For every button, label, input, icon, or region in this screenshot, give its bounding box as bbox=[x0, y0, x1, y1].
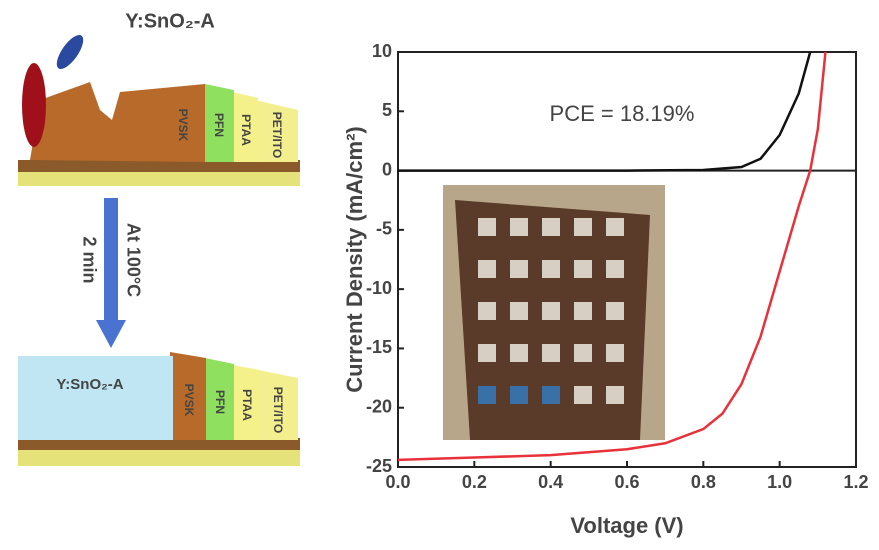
inset-cell bbox=[606, 344, 624, 362]
arrow-head bbox=[96, 320, 126, 348]
inset-cell bbox=[606, 386, 624, 404]
layer-label: PET/ITO bbox=[270, 112, 284, 158]
layer-label: PET/ITO bbox=[271, 387, 285, 433]
y-tick-label: 5 bbox=[382, 100, 392, 120]
x-tick-label: 1.2 bbox=[843, 472, 868, 492]
bottom-label: Y:SnO₂-A bbox=[56, 376, 123, 393]
layer-label: PTAA bbox=[239, 114, 253, 146]
nozzle bbox=[52, 31, 88, 73]
inset-cell bbox=[542, 260, 560, 278]
y-axis-label: Current Density (mA/cm²) bbox=[342, 126, 367, 392]
inset-cell bbox=[478, 344, 496, 362]
inset-cell bbox=[510, 344, 528, 362]
substrate bbox=[18, 170, 300, 186]
inset-cell bbox=[478, 218, 496, 236]
inset-cell bbox=[606, 302, 624, 320]
x-tick-label: 0.6 bbox=[614, 472, 639, 492]
x-tick-label: 0.2 bbox=[462, 472, 487, 492]
inset-cell bbox=[574, 344, 592, 362]
figure: Y:SnO₂-A PVSK PFN PTAA PET/ITO At 100°C … bbox=[0, 0, 879, 545]
inset-cell bbox=[478, 260, 496, 278]
layer-label: PVSK bbox=[182, 384, 196, 417]
y-tick-label: 0 bbox=[382, 159, 392, 179]
top-label: Y:SnO₂-A bbox=[125, 10, 215, 32]
inset-cell bbox=[510, 302, 528, 320]
y-tick-label: -15 bbox=[366, 337, 392, 357]
roller bbox=[22, 63, 46, 147]
inset-cell bbox=[510, 218, 528, 236]
arrow-shaft bbox=[104, 198, 118, 323]
x-tick-label: 0.4 bbox=[538, 472, 563, 492]
y-tick-label: 10 bbox=[372, 41, 392, 61]
x-axis-label: Voltage (V) bbox=[570, 513, 683, 538]
inset-cell bbox=[542, 386, 560, 404]
layer-label: PVSK bbox=[176, 109, 190, 142]
x-tick-label: 1.0 bbox=[767, 472, 792, 492]
y-tick-label: -10 bbox=[366, 278, 392, 298]
process-label: At 100°C bbox=[123, 223, 143, 297]
inset-cell bbox=[542, 302, 560, 320]
x-tick-label: 0.8 bbox=[691, 472, 716, 492]
inset-cell bbox=[574, 386, 592, 404]
inset-cell bbox=[478, 302, 496, 320]
inset-cell bbox=[606, 260, 624, 278]
y-tick-label: -5 bbox=[376, 219, 392, 239]
inset-cell bbox=[542, 218, 560, 236]
inset-cell bbox=[574, 302, 592, 320]
inset-cell bbox=[542, 344, 560, 362]
page: Y:SnO₂-A PVSK PFN PTAA PET/ITO At 100°C … bbox=[0, 0, 879, 545]
layer-label: PTAA bbox=[240, 389, 254, 421]
annotation: PCE = 18.19% bbox=[550, 101, 695, 126]
layer-label: PFN bbox=[213, 390, 227, 414]
inset-cell bbox=[606, 218, 624, 236]
layer-label: PFN bbox=[212, 113, 226, 137]
inset-cell bbox=[510, 260, 528, 278]
x-tick-label: 0.0 bbox=[385, 472, 410, 492]
y-tick-label: -20 bbox=[366, 396, 392, 416]
process-label: 2 min bbox=[79, 236, 99, 283]
inset-cell bbox=[478, 386, 496, 404]
substrate bbox=[18, 448, 300, 466]
inset-cell bbox=[510, 386, 528, 404]
inset-cell bbox=[574, 260, 592, 278]
layer-sno2 bbox=[18, 356, 173, 440]
inset-cell bbox=[574, 218, 592, 236]
